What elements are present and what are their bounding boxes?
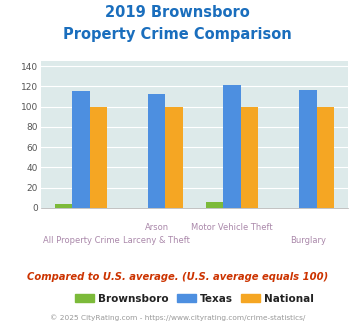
- Text: Arson: Arson: [144, 223, 169, 232]
- Text: Larceny & Theft: Larceny & Theft: [123, 236, 190, 245]
- Bar: [224, 85, 241, 208]
- Text: All Property Crime: All Property Crime: [43, 236, 119, 245]
- Bar: [165, 107, 182, 208]
- Bar: [89, 107, 107, 208]
- Bar: [299, 90, 317, 208]
- Bar: [148, 94, 165, 208]
- Bar: [55, 204, 72, 208]
- Bar: [206, 202, 224, 208]
- Legend: Brownsboro, Texas, National: Brownsboro, Texas, National: [71, 289, 318, 308]
- Bar: [317, 107, 334, 208]
- Bar: [241, 107, 258, 208]
- Text: Burglary: Burglary: [290, 236, 326, 245]
- Text: Property Crime Comparison: Property Crime Comparison: [63, 27, 292, 42]
- Text: © 2025 CityRating.com - https://www.cityrating.com/crime-statistics/: © 2025 CityRating.com - https://www.city…: [50, 314, 305, 321]
- Text: Motor Vehicle Theft: Motor Vehicle Theft: [191, 223, 273, 232]
- Bar: [72, 91, 89, 208]
- Text: 2019 Brownsboro: 2019 Brownsboro: [105, 5, 250, 20]
- Text: Compared to U.S. average. (U.S. average equals 100): Compared to U.S. average. (U.S. average …: [27, 272, 328, 282]
